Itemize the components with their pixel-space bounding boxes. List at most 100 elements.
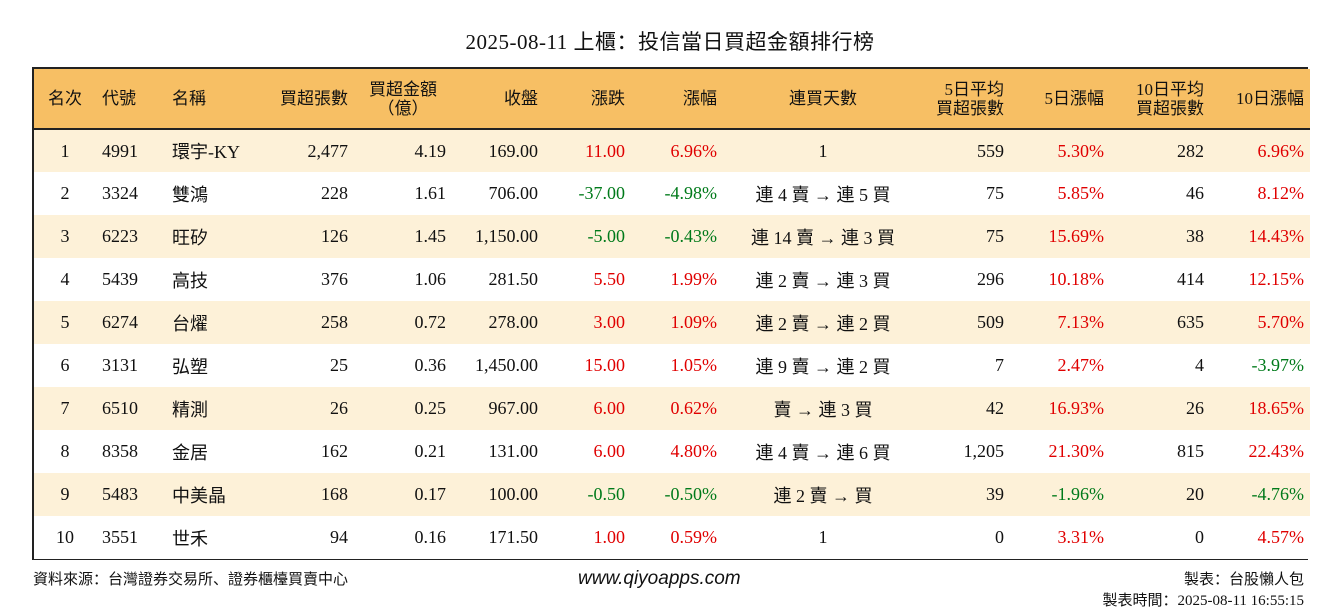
header-avg5-line1: 5日平均 (944, 79, 1005, 99)
cell-streak: 連 4 賣 → 連 5 買 (755, 184, 891, 205)
cell-streak: 連 14 賣 → 連 3 買 (751, 227, 895, 248)
cell-pct: 0.62% (670, 398, 718, 418)
maker-note: 製表：台股懶人包 (1183, 572, 1304, 588)
cell-avg5: 509 (977, 312, 1004, 332)
cell-name: 環宇-KY (172, 142, 240, 162)
cell-change: -37.00 (578, 183, 626, 203)
cell-pct: 0.59% (670, 527, 718, 547)
cell-buy-lots: 162 (321, 441, 348, 461)
cell-change: 6.00 (593, 398, 626, 418)
cell-pct: -0.50% (664, 484, 718, 504)
cell-avg10: 38 (1186, 226, 1204, 246)
cell-rank: 2 (60, 183, 70, 203)
cell-streak: 連 9 賣 → 連 2 買 (755, 356, 891, 377)
cell-streak: 連 4 賣 → 連 6 買 (755, 442, 891, 463)
page-title: 2025-08-11 上櫃：投信當日買超金額排行榜 (465, 30, 875, 54)
cell-rank: 10 (56, 527, 74, 547)
cell-avg5: 75 (986, 183, 1004, 203)
cell-amount: 4.19 (414, 140, 447, 161)
cell-avg10: 0 (1195, 527, 1204, 547)
cell-code: 6223 (102, 226, 138, 246)
cell-pct: -4.98% (664, 183, 718, 203)
cell-pct10: 18.65% (1248, 398, 1305, 418)
cell-streak: 連 2 賣 → 連 3 買 (755, 270, 891, 291)
cell-buy-lots: 168 (321, 484, 348, 504)
cell-streak: 連 2 賣 → 連 2 買 (755, 313, 891, 334)
cell-close: 1,150.00 (475, 226, 538, 246)
cell-rank: 5 (60, 312, 70, 332)
cell-name: 金居 (172, 442, 208, 463)
header-rank: 名次 (48, 89, 82, 108)
cell-change: 5.50 (593, 269, 626, 289)
table-header-row: 名次 代號 名稱 買超張數 買超金額 （億） 收盤 漲跌 漲幅 連買天數 5日平均… (34, 69, 1310, 129)
cell-avg5: 42 (986, 398, 1004, 418)
header-avg5: 5日平均 買超張數 (923, 69, 1010, 129)
cell-pct5: 21.30% (1048, 441, 1105, 461)
cell-pct10: 8.12% (1257, 183, 1305, 203)
header-pct: 漲幅 (683, 89, 717, 108)
cell-buy-lots: 26 (330, 398, 348, 418)
cell-pct5: 2.47% (1057, 355, 1105, 375)
cell-name: 世禾 (172, 528, 208, 549)
cell-buy-lots: 126 (321, 226, 348, 246)
cell-pct10: -3.97% (1251, 355, 1305, 375)
cell-amount: 1.61 (414, 183, 447, 203)
cell-code: 6274 (102, 312, 138, 332)
cell-rank: 4 (60, 269, 70, 289)
cell-pct10: 12.15% (1248, 269, 1305, 289)
cell-code: 3324 (102, 183, 138, 203)
cell-buy-lots: 94 (330, 527, 348, 547)
table-row: 4 5439 高技 376 1.06 281.50 5.50 1.99% 連 2 賣 → 連 3… (34, 258, 1310, 301)
cell-avg5: 39 (986, 484, 1004, 504)
made-time: 製表時間：2025-08-11 16:55:15 (1102, 593, 1304, 609)
cell-amount: 0.72 (414, 312, 447, 332)
cell-avg10: 4 (1195, 355, 1204, 375)
table-row: 9 5483 中美晶 168 0.17 100.00 -0.50 -0.50% 連 2 賣 → … (34, 473, 1310, 516)
cell-code: 8358 (102, 441, 138, 461)
cell-buy-lots: 2,477 (307, 140, 349, 161)
cell-change: 3.00 (593, 312, 626, 332)
cell-name: 旺矽 (172, 227, 208, 248)
cell-code: 3131 (102, 355, 138, 375)
cell-close: 281.50 (488, 269, 539, 289)
cell-pct: 6.96% (670, 140, 718, 161)
cell-rank: 7 (60, 398, 70, 418)
cell-pct10: 5.70% (1257, 312, 1305, 332)
table-row: 10 3551 世禾 94 0.16 171.50 1.00 0.59% 1 0 3.31% 0 4.5… (34, 516, 1310, 559)
cell-change: 6.00 (593, 441, 626, 461)
cell-name: 高技 (172, 270, 208, 291)
cell-amount: 0.16 (414, 527, 447, 547)
cell-rank: 9 (60, 484, 70, 504)
table-row: 5 6274 台燿 258 0.72 278.00 3.00 1.09% 連 2 賣 → 連 2… (34, 301, 1310, 344)
cell-pct5: 3.31% (1057, 527, 1105, 547)
cell-amount: 0.21 (414, 441, 447, 461)
cell-rank: 6 (60, 355, 70, 375)
cell-avg5: 0 (995, 527, 1004, 547)
cell-avg10: 815 (1177, 441, 1204, 461)
cell-change: 1.00 (593, 527, 626, 547)
cell-rank: 8 (60, 441, 70, 461)
cell-close: 1,450.00 (475, 355, 538, 375)
header-pct10: 10日漲幅 (1236, 89, 1304, 108)
cell-close: 278.00 (488, 312, 539, 332)
cell-pct: 1.99% (670, 269, 718, 289)
source-note: 資料來源：台灣證券交易所、證券櫃檯買賣中心 (33, 572, 349, 588)
cell-code: 6510 (102, 398, 138, 418)
cell-amount: 1.06 (414, 269, 447, 289)
cell-rank: 3 (60, 226, 70, 246)
cell-amount: 0.25 (414, 398, 447, 418)
cell-pct10: -4.76% (1251, 484, 1305, 504)
cell-change: 15.00 (584, 355, 626, 375)
cell-avg5: 296 (977, 269, 1004, 289)
cell-avg10: 414 (1177, 269, 1204, 289)
header-close: 收盤 (504, 89, 538, 108)
cell-pct5: 16.93% (1048, 398, 1105, 418)
website-link[interactable]: www.qiyoapps.com (578, 568, 741, 589)
header-avg10-line2: 買超張數 (1136, 98, 1204, 118)
cell-name: 台燿 (172, 313, 208, 334)
cell-name: 弘塑 (172, 356, 208, 377)
cell-name: 雙鴻 (172, 184, 208, 205)
table-row: 2 3324 雙鴻 228 1.61 706.00 -37.00 -4.98% 連 4 賣 → … (34, 172, 1310, 215)
table-row: 3 6223 旺矽 126 1.45 1,150.00 -5.00 -0.43% 連 14 賣 … (34, 215, 1310, 258)
cell-pct5: 15.69% (1048, 226, 1105, 246)
